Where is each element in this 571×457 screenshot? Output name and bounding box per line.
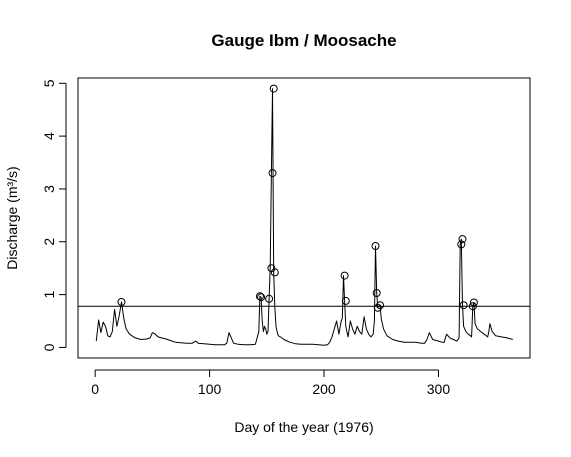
x-tick-label: 200 [312, 381, 336, 397]
peak-point [269, 84, 278, 93]
y-tick-label: 0 [41, 343, 57, 351]
y-tick-label: 4 [41, 132, 57, 140]
x-tick-label: 0 [91, 381, 99, 397]
peak-point [469, 298, 478, 307]
y-axis: 0 1 2 3 4 5 [41, 79, 67, 351]
x-tick-label: 100 [198, 381, 222, 397]
peak-point [459, 301, 468, 310]
y-tick-label: 5 [41, 79, 57, 87]
peak-point [371, 242, 380, 250]
peak-point [265, 294, 274, 303]
peak-point [458, 235, 467, 244]
peak-points [117, 84, 478, 312]
y-tick-label: 1 [41, 291, 57, 299]
y-tick-label: 2 [41, 238, 57, 246]
peak-point [341, 296, 350, 305]
peak-point [270, 268, 279, 277]
x-axis: 0 100 200 300 [91, 369, 451, 397]
peak-point [376, 301, 385, 310]
discharge-series-line [95, 88, 513, 346]
peak-point [372, 289, 381, 297]
x-tick-label: 300 [427, 381, 451, 397]
peak-point [117, 298, 126, 306]
plot-frame [77, 77, 531, 359]
peak-point [457, 240, 466, 249]
peak-point [340, 271, 349, 280]
x-axis-label: Day of the year (1976) [234, 419, 373, 435]
peak-point [257, 293, 266, 302]
peak-point [468, 302, 477, 311]
y-axis-label: Discharge (m³/s) [4, 166, 20, 269]
peak-point [373, 303, 382, 312]
chart-title: Gauge Ibm / Moosache [211, 31, 396, 50]
peak-point [255, 292, 264, 301]
peak-point [268, 169, 277, 178]
y-tick-label: 3 [41, 185, 57, 193]
